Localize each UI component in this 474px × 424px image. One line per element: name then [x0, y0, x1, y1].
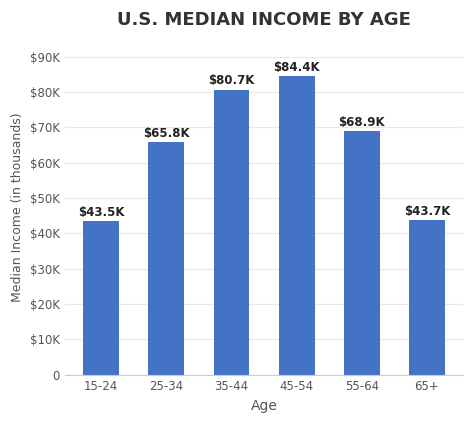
Bar	[409, 220, 445, 375]
Text: $68.9K: $68.9K	[338, 116, 385, 129]
Text: $80.7K: $80.7K	[208, 75, 255, 87]
Bar	[214, 89, 249, 375]
X-axis label: Age: Age	[251, 399, 277, 413]
Text: $43.7K: $43.7K	[404, 205, 450, 218]
Text: $43.5K: $43.5K	[78, 206, 125, 219]
Bar	[344, 131, 380, 375]
Bar	[148, 142, 184, 375]
Y-axis label: Median Income (in thousands): Median Income (in thousands)	[11, 112, 24, 302]
Title: U.S. MEDIAN INCOME BY AGE: U.S. MEDIAN INCOME BY AGE	[117, 11, 411, 29]
Text: $65.8K: $65.8K	[143, 127, 190, 140]
Text: $84.4K: $84.4K	[273, 61, 320, 74]
Bar	[83, 221, 119, 375]
Bar	[279, 76, 315, 375]
